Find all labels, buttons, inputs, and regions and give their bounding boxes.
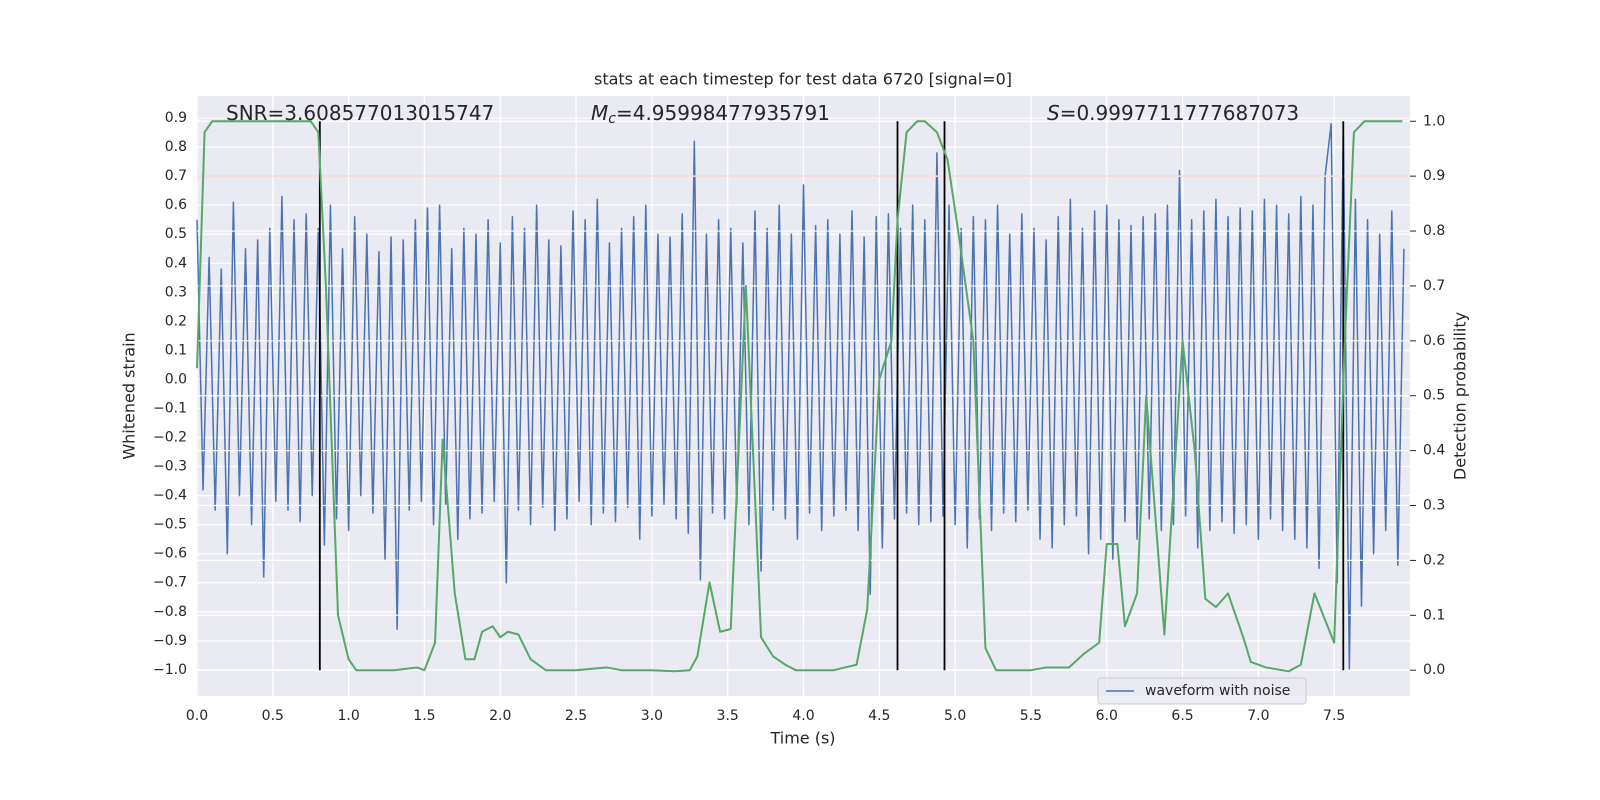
x-tick-label: 4.0 bbox=[792, 708, 814, 724]
y2-tick-label: 0.0 bbox=[1423, 662, 1445, 678]
annotation-symbol: S bbox=[1047, 101, 1060, 125]
y2-tick-label: 0.2 bbox=[1423, 552, 1445, 568]
legend: waveform with noise bbox=[1097, 677, 1307, 705]
x-tick-label: 6.0 bbox=[1096, 708, 1118, 724]
y2-tick-label: 0.4 bbox=[1423, 443, 1445, 459]
y-tick-label: 0.8 bbox=[165, 139, 187, 155]
x-tick-label: 1.5 bbox=[413, 708, 435, 724]
x-tick-label: 3.5 bbox=[717, 708, 739, 724]
y-tick-label: 0.2 bbox=[165, 313, 187, 329]
y-tick-label: −0.5 bbox=[153, 517, 187, 533]
y-tick-label: 0.5 bbox=[165, 226, 187, 242]
x-axis-label: Time (s) bbox=[769, 729, 835, 748]
y-tick-label: −0.3 bbox=[153, 459, 187, 475]
x-tick-label: 0.0 bbox=[186, 708, 208, 724]
annotation-symbol: M bbox=[591, 101, 608, 125]
y-tick-label: −0.6 bbox=[153, 546, 187, 562]
y2-tick-label: 0.6 bbox=[1423, 333, 1445, 349]
x-tick-label: 6.5 bbox=[1171, 708, 1193, 724]
y2-tick-label: 0.3 bbox=[1423, 498, 1445, 514]
y2-tick-label: 1.0 bbox=[1423, 113, 1445, 129]
y-tick-label: 0.6 bbox=[165, 197, 187, 213]
annotation: SNR=3.608577013015747 bbox=[226, 101, 494, 125]
legend-box bbox=[1097, 677, 1307, 705]
y2-tick-label: 0.8 bbox=[1423, 223, 1445, 239]
legend-label: waveform with noise bbox=[1145, 683, 1290, 699]
y2-tick-label: 0.1 bbox=[1423, 607, 1445, 623]
y-tick-label: −0.9 bbox=[153, 633, 187, 649]
y-tick-label: −0.4 bbox=[153, 488, 187, 504]
y-axis-label: Whitened strain bbox=[120, 332, 139, 459]
chart-title: stats at each timestep for test data 672… bbox=[594, 70, 1012, 89]
annotation-text: =0.9997711777687073 bbox=[1060, 101, 1299, 125]
x-tick-label: 0.5 bbox=[262, 708, 284, 724]
y-tick-label: 0.0 bbox=[165, 371, 187, 387]
x-tick-label: 5.5 bbox=[1020, 708, 1042, 724]
x-tick-label: 5.0 bbox=[944, 708, 966, 724]
annotation: S=0.9997711777687073 bbox=[1047, 101, 1299, 125]
x-tick-label: 4.5 bbox=[868, 708, 890, 724]
y-tick-label: −0.8 bbox=[153, 604, 187, 620]
y2-tick-label: 0.5 bbox=[1423, 388, 1445, 404]
annotation-text: =4.95998477935791 bbox=[616, 101, 830, 125]
y2-tick-label: 0.9 bbox=[1423, 168, 1445, 184]
x-tick-label: 3.0 bbox=[641, 708, 663, 724]
x-tick-label: 2.5 bbox=[565, 708, 587, 724]
waveform-line bbox=[196, 123, 1405, 671]
y-tick-label: 0.3 bbox=[165, 284, 187, 300]
y2-axis-label: Detection probability bbox=[1451, 312, 1470, 480]
y-tick-label: −0.1 bbox=[153, 400, 187, 416]
y-tick-label: −1.0 bbox=[153, 662, 187, 678]
annotation-text: SNR=3.608577013015747 bbox=[226, 101, 494, 125]
y-tick-label: 0.9 bbox=[165, 110, 187, 126]
y-tick-label: 0.1 bbox=[165, 342, 187, 358]
y-tick-label: 0.4 bbox=[165, 255, 187, 271]
probability-line bbox=[196, 120, 1403, 673]
x-tick-label: 7.5 bbox=[1323, 708, 1345, 724]
y-tick-label: −0.7 bbox=[153, 575, 187, 591]
y-tick-label: −0.2 bbox=[153, 430, 187, 446]
x-tick-label: 1.0 bbox=[337, 708, 359, 724]
y-tick-label: 0.7 bbox=[165, 168, 187, 184]
annotation: Mc=4.95998477935791 bbox=[591, 101, 830, 128]
annotation-subscript: c bbox=[608, 111, 616, 127]
x-tick-label: 7.0 bbox=[1247, 708, 1269, 724]
x-tick-label: 2.0 bbox=[489, 708, 511, 724]
y2-tick-label: 0.7 bbox=[1423, 278, 1445, 294]
